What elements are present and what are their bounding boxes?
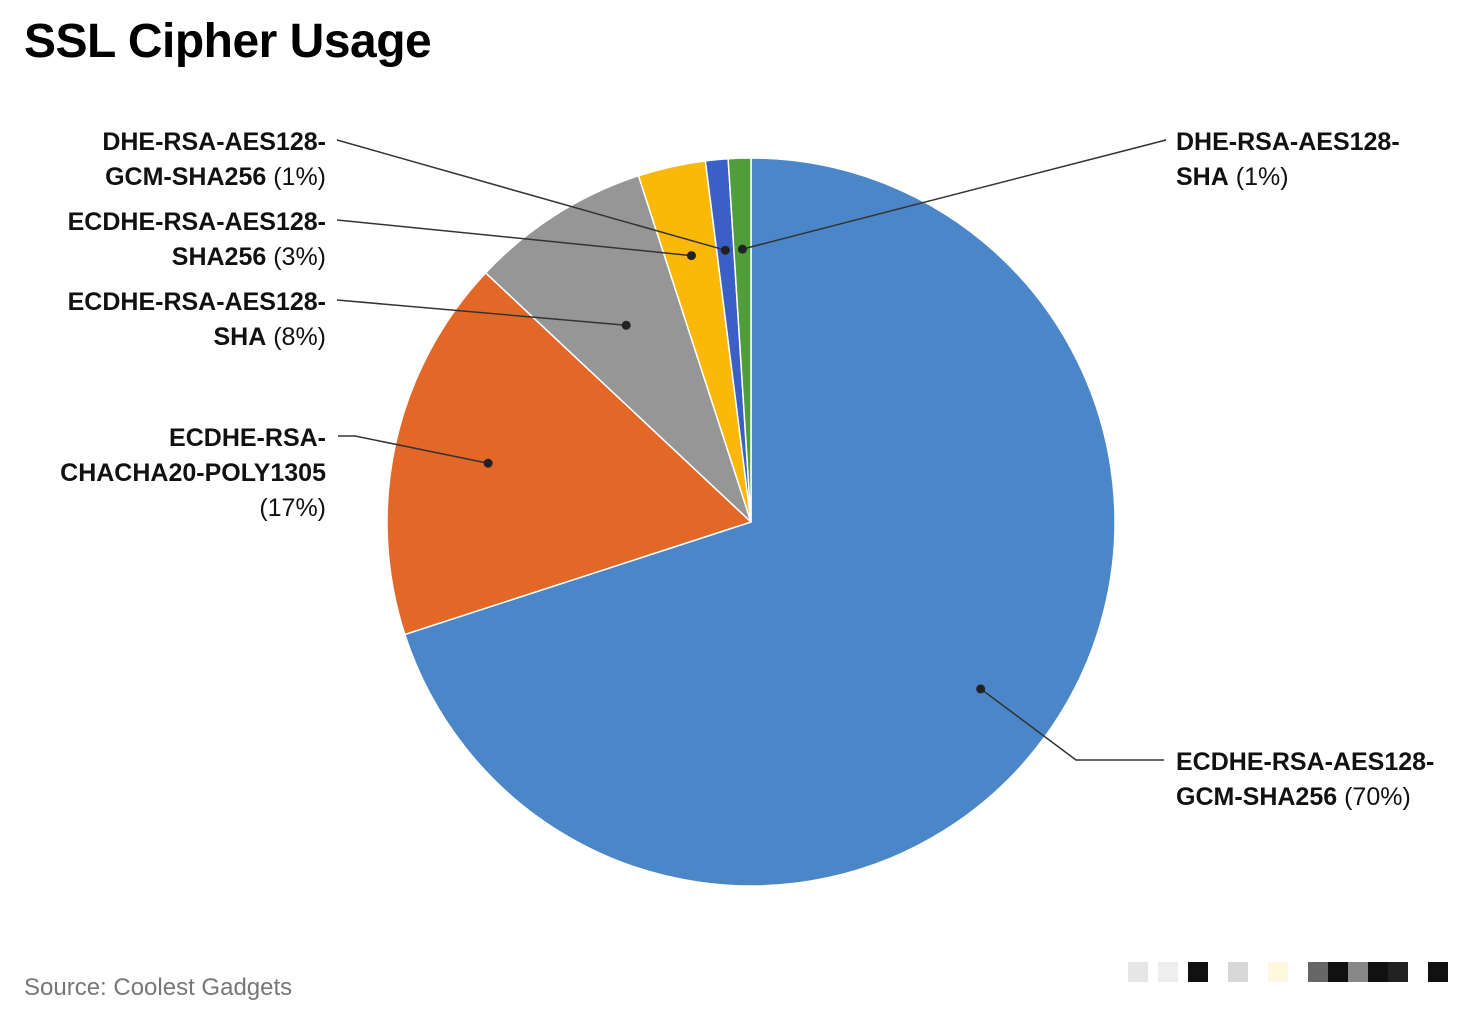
- slice-label: DHE-RSA-AES128-: [102, 128, 326, 156]
- leader-line: [338, 435, 489, 464]
- leader-dot: [686, 251, 696, 261]
- leader-dot: [976, 684, 986, 694]
- source-note: Source: Coolest Gadgets: [24, 974, 293, 1001]
- leader-line: [336, 299, 627, 327]
- leader-dot: [737, 244, 747, 254]
- pie-slice: [403, 157, 1116, 887]
- slice-label: ECDHE-RSA-AES128-: [68, 288, 326, 316]
- leader-line: [336, 219, 692, 257]
- pie-slice: [386, 271, 753, 636]
- slice-label: GCM-SHA256 (70%): [1176, 783, 1411, 811]
- pie-slices: [386, 157, 1116, 887]
- slice-label: ECDHE-RSA-: [169, 424, 326, 452]
- slice-label: SHA (8%): [213, 323, 326, 351]
- slice-labels: ECDHE-RSA-AES128- GCM-SHA256 (70%) ECDHE-R…: [60, 128, 1434, 811]
- leader-line: [980, 688, 1164, 761]
- slice-percent: (17%): [259, 494, 326, 522]
- brand-logo: [1128, 962, 1458, 984]
- slice-label: ECDHE-RSA-AES128-: [1176, 748, 1434, 776]
- chart-title: SSL Cipher Usage: [24, 15, 432, 68]
- slice-label: SHA256 (3%): [172, 243, 326, 271]
- leader-dot: [621, 320, 631, 330]
- slice-label: ECDHE-RSA-AES128-: [68, 208, 326, 236]
- slice-label: CHACHA20-POLY1305: [60, 459, 326, 487]
- pie-slice: [484, 174, 752, 523]
- leader-dot: [720, 245, 730, 255]
- slice-label: DHE-RSA-AES128-: [1176, 128, 1400, 156]
- leader-dot: [483, 458, 493, 468]
- slice-label: GCM-SHA256 (1%): [105, 163, 326, 191]
- slice-label: SHA (1%): [1176, 163, 1289, 191]
- leader-line: [742, 139, 1167, 250]
- leader-lines: [336, 139, 1167, 761]
- leader-line: [336, 139, 726, 251]
